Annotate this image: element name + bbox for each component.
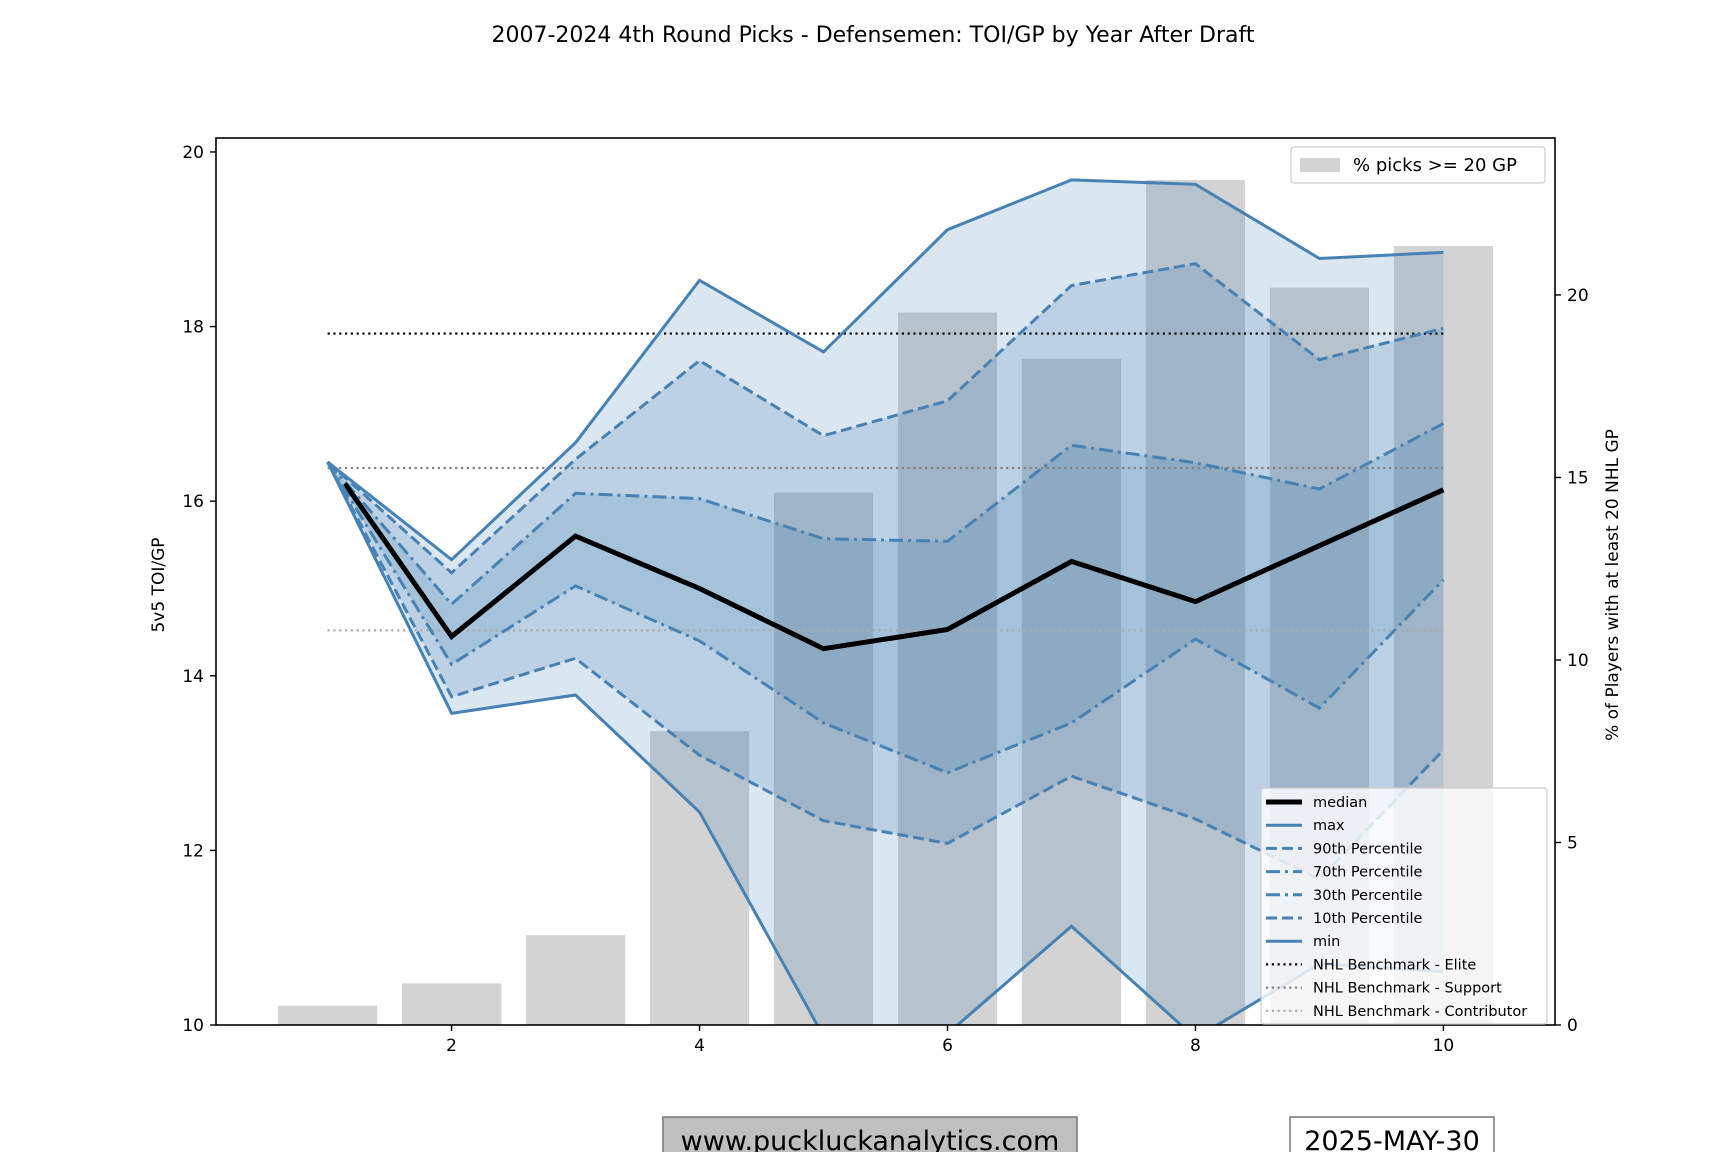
date-text: 2025-MAY-30 <box>1304 1126 1480 1152</box>
y-tick-label: 14 <box>182 667 204 687</box>
x-tick-label: 8 <box>1190 1036 1201 1056</box>
y-tick-label: 12 <box>182 841 204 861</box>
website-stamp: www.puckluckanalytics.com <box>662 1116 1078 1152</box>
legend-label: 90th Percentile <box>1313 841 1423 857</box>
y-right-tick-label: 15 <box>1567 468 1589 488</box>
legend-label: 30th Percentile <box>1313 888 1423 904</box>
legend-label: min <box>1313 934 1340 950</box>
band-70-30 <box>327 423 1444 773</box>
legend-main-frame <box>1260 787 1548 1025</box>
x-tick-label: 4 <box>694 1036 705 1056</box>
series-line-10th-percentile <box>326 461 1445 882</box>
x-tick-label: 2 <box>446 1036 457 1056</box>
x-tick-label: 6 <box>942 1036 953 1056</box>
y-right-tick-label: 20 <box>1567 286 1589 306</box>
band-max-min <box>327 179 1444 1025</box>
bar-year-1 <box>277 1005 378 1025</box>
legend-bar-label: % picks >= 20 GP <box>1353 155 1517 176</box>
y-right-tick-label: 10 <box>1567 651 1589 671</box>
date-box <box>1289 1116 1495 1152</box>
legend-bar-swatch <box>1300 158 1340 172</box>
series-line-90th-percentile <box>326 262 1444 575</box>
date-stamp: 2025-MAY-30 <box>1289 1116 1495 1152</box>
legend-label: NHL Benchmark - Elite <box>1313 957 1476 973</box>
legend-label: NHL Benchmark - Support <box>1313 981 1502 997</box>
bar-year-3 <box>525 935 626 1025</box>
bands-layer <box>327 179 1444 1025</box>
legend-label: median <box>1313 795 1367 811</box>
series-line-min <box>326 461 1444 1025</box>
series-line-30th-percentile <box>326 461 1445 775</box>
x-tick-label: 10 <box>1433 1036 1455 1056</box>
legend-label: NHL Benchmark - Contributor <box>1313 1004 1527 1020</box>
band-90-10 <box>327 263 1444 880</box>
y-tick-label: 18 <box>182 318 204 338</box>
website-box <box>662 1116 1078 1152</box>
chart-title: 2007-2024 4th Round Picks - Defensemen: … <box>492 23 1255 48</box>
y-axis-right: 0 5 10 15 20 <box>1555 286 1589 1036</box>
legend-label: 10th Percentile <box>1313 911 1423 927</box>
y-axis-left: 10 12 14 16 18 20 <box>182 143 216 1036</box>
y-axis-label-right: % of Players with at least 20 NHL GP <box>1603 429 1623 741</box>
plot-frame <box>215 137 1556 1026</box>
y-axis-label-left: 5v5 TOI/GP <box>149 537 169 632</box>
benchmarks-layer <box>327 332 1444 632</box>
lines-layer <box>326 178 1445 1025</box>
y-tick-label: 16 <box>182 492 204 512</box>
y-right-tick-label: 0 <box>1567 1016 1578 1036</box>
series-line-70th-percentile <box>326 422 1445 607</box>
y-tick-label: 10 <box>182 1016 204 1036</box>
legend-label: max <box>1313 818 1345 834</box>
bar-year-2 <box>401 983 502 1025</box>
legend-label: 70th Percentile <box>1313 865 1423 881</box>
legend-main: median max 90th Percentile 70th Percentile 3… <box>1260 787 1548 1025</box>
series-line-median <box>342 482 1445 652</box>
bar-year-5 <box>773 492 874 1025</box>
y-tick-label: 20 <box>182 143 204 163</box>
bar-year-6 <box>897 312 998 1025</box>
legend-bars-frame <box>1290 146 1546 184</box>
y-right-tick-label: 5 <box>1567 833 1578 853</box>
series-line-max <box>326 178 1444 562</box>
x-axis: 2 4 6 8 10 <box>446 1025 1454 1056</box>
legend-bars: % picks >= 20 GP <box>1290 146 1546 184</box>
website-text: www.puckluckanalytics.com <box>681 1126 1060 1152</box>
